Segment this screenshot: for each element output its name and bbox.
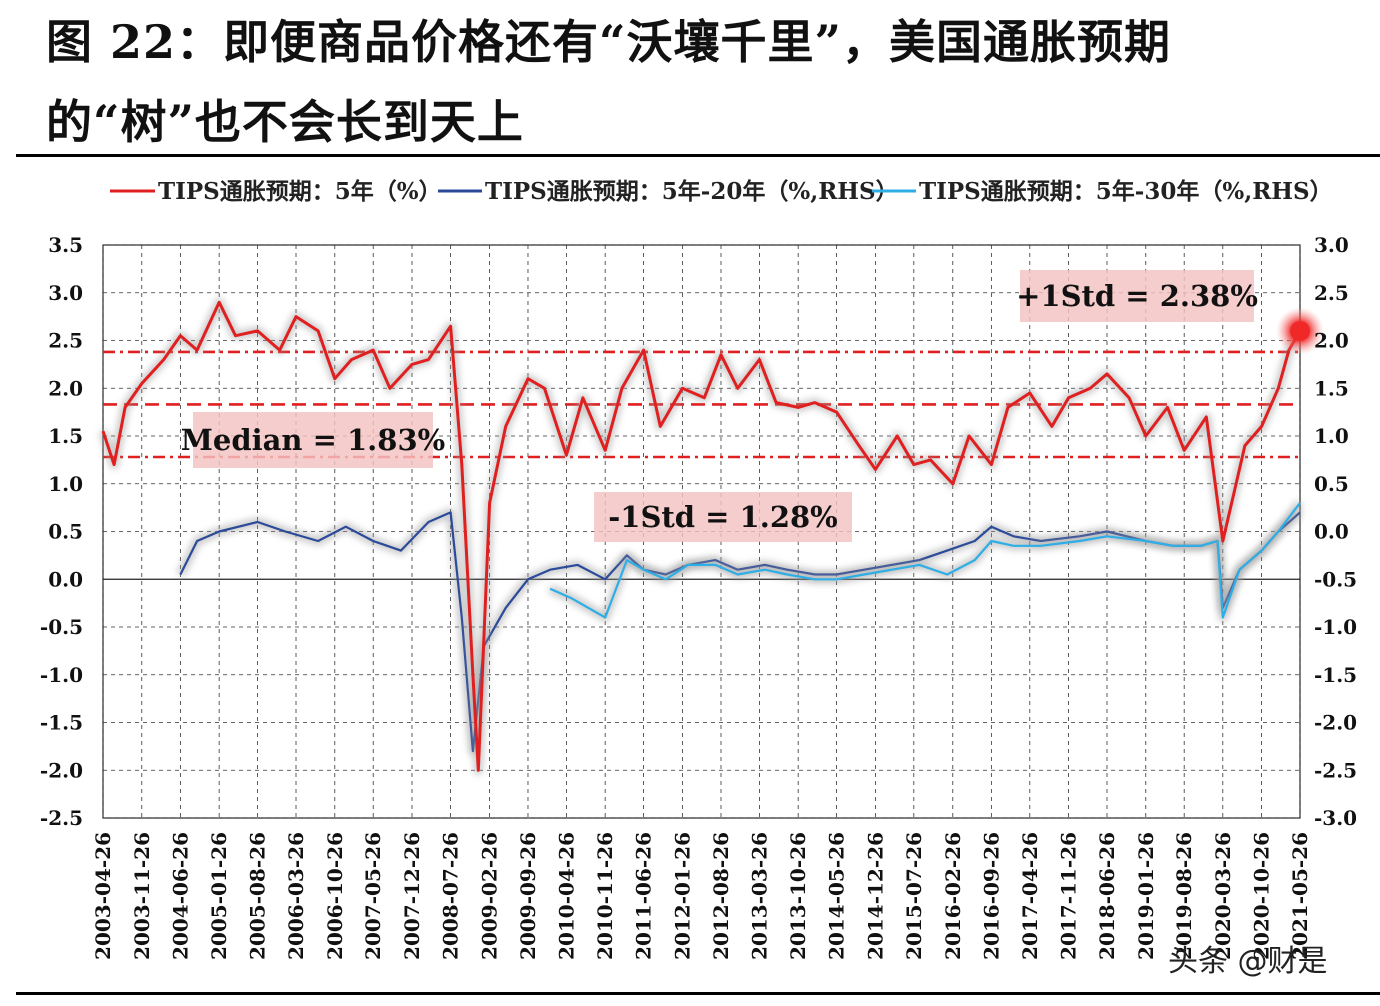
x-tick-label: 2018-06-26	[1095, 832, 1119, 960]
y-right-tick-label: -1.0	[1314, 615, 1357, 639]
y-left-tick-label: -2.0	[40, 758, 83, 782]
y-left-tick-label: 1.0	[48, 472, 83, 496]
y-right-tick-label: -2.5	[1314, 758, 1357, 782]
y-left-tick-label: 3.5	[48, 233, 83, 257]
series-line-5y	[101, 300, 1302, 772]
y-left-tick-label: 2.5	[48, 329, 83, 353]
x-tick-label: 2014-05-26	[825, 832, 849, 960]
y-right-tick-label: 1.5	[1314, 376, 1349, 400]
series-line-5y20y-shadow	[176, 507, 1303, 756]
y-right-tick-label: 0.5	[1314, 472, 1349, 496]
annotation-label-0: +1Std = 2.38%	[1016, 279, 1258, 313]
x-tick-label: 2006-10-26	[323, 832, 347, 960]
x-tick-label: 2007-12-26	[400, 832, 424, 960]
page-title: 图 22：即便商品价格还有“沃壤千里”，美国通胀预期的“树”也不会长到天上	[46, 15, 1171, 149]
y-right-tick-label: -3.0	[1314, 806, 1357, 830]
x-tick-label: 2016-02-26	[941, 832, 965, 960]
watermark: 头条 @财是	[1168, 944, 1328, 979]
x-tick-label: 2009-02-26	[478, 832, 502, 960]
y-right-tick-label: 3.0	[1314, 233, 1349, 257]
y-axis-right: 3.0 2.5 2.0 1.5 1.0 0.5 0.0 -0.5 -1.0 -1.5 -2.0 -2.…	[1314, 233, 1357, 830]
x-tick-label: 2010-04-26	[554, 832, 578, 960]
x-tick-label: 2009-09-26	[516, 832, 540, 960]
y-right-tick-label: 2.0	[1314, 329, 1349, 353]
legend: TIPS通胀预期：5年（%） TIPS通胀预期：5年-20年（%,RHS） TI…	[110, 178, 1333, 205]
y-left-tick-label: -2.5	[40, 806, 83, 830]
x-tick-label: 2019-01-26	[1134, 832, 1158, 960]
x-tick-label: 2005-08-26	[246, 832, 270, 960]
annotation-box-0	[1020, 270, 1254, 322]
x-tick-label: 2020-03-26	[1211, 832, 1235, 960]
legend-label-5y: TIPS通胀预期：5年（%）	[158, 178, 442, 205]
x-tick-label: 2014-12-26	[863, 832, 887, 960]
annotation-label-1: Median = 1.83%	[181, 423, 445, 457]
y-right-tick-label: 2.5	[1314, 281, 1349, 305]
legend-label-5y30y: TIPS通胀预期：5年-30年（%,RHS）	[919, 178, 1333, 205]
y-left-tick-label: 0.5	[48, 520, 83, 544]
y-right-tick-label: -1.5	[1314, 663, 1357, 687]
bottom-rule	[16, 992, 1380, 995]
x-tick-label: 2016-09-26	[979, 832, 1003, 960]
y-axis-left: 3.5 3.0 2.5 2.0 1.5 1.0 0.5 0.0 -0.5 -1.0 -1.5 -2.0…	[40, 233, 83, 830]
x-tick-label: 2020-10-26	[1250, 832, 1274, 960]
y-left-tick-label: 1.5	[48, 424, 83, 448]
x-tick-label: 2013-03-26	[747, 832, 771, 960]
x-tick-label: 2017-11-26	[1057, 832, 1081, 960]
legend-label-5y20y: TIPS通胀预期：5年-20年（%,RHS）	[485, 178, 899, 205]
reference-lines	[103, 350, 1300, 459]
x-tick-label: 2005-01-26	[207, 832, 231, 960]
series-line-5y30y	[549, 502, 1301, 619]
grid	[102, 244, 1301, 819]
x-tick-label: 2003-04-26	[91, 832, 115, 960]
x-tick-label: 2017-04-26	[1018, 832, 1042, 960]
y-left-tick-label: 0.0	[48, 567, 83, 591]
x-tick-label: 2013-10-26	[786, 832, 810, 960]
annotation-box-1	[193, 412, 433, 468]
x-tick-label: 2019-08-26	[1172, 832, 1196, 960]
y-right-tick-label: -2.0	[1314, 711, 1357, 735]
y-left-tick-label: -0.5	[40, 615, 83, 639]
y-right-tick-label: -0.5	[1314, 567, 1357, 591]
y-left-tick-label: 2.0	[48, 376, 83, 400]
y-left-tick-label: -1.0	[40, 663, 83, 687]
annotation-label-2: -1Std = 1.28%	[608, 500, 838, 534]
y-left-tick-label: 3.0	[48, 281, 83, 305]
x-tick-label: 2011-06-26	[632, 832, 656, 960]
x-tick-label: 2006-03-26	[284, 832, 308, 960]
series-layer	[98, 297, 1324, 775]
x-tick-label: 2003-11-26	[130, 832, 154, 960]
y-right-tick-label: 1.0	[1314, 424, 1349, 448]
latest-point-marker	[1290, 320, 1310, 341]
y-right-tick-label: 0.0	[1314, 520, 1349, 544]
x-tick-label: 2010-11-26	[593, 832, 617, 960]
y-left-tick-label: -1.5	[40, 711, 83, 735]
x-tick-label: 2004-06-26	[168, 832, 192, 960]
x-axis: 2003-04-26 2003-11-26 2004-06-26 2005-01-26…	[91, 832, 1312, 960]
series-line-5y20y	[179, 511, 1301, 753]
top-rule	[16, 154, 1380, 157]
annotations: +1Std = 2.38% Median = 1.83% -1Std = 1.28%	[181, 270, 1258, 542]
x-tick-label: 2008-07-26	[439, 832, 463, 960]
x-tick-label: 2015-07-26	[902, 832, 926, 960]
annotation-box-2	[594, 492, 852, 542]
x-tick-label: 2021-05-26	[1288, 832, 1312, 960]
x-tick-label: 2007-05-26	[361, 832, 385, 960]
x-tick-label: 2012-01-26	[670, 832, 694, 960]
x-tick-label: 2012-08-26	[709, 832, 733, 960]
